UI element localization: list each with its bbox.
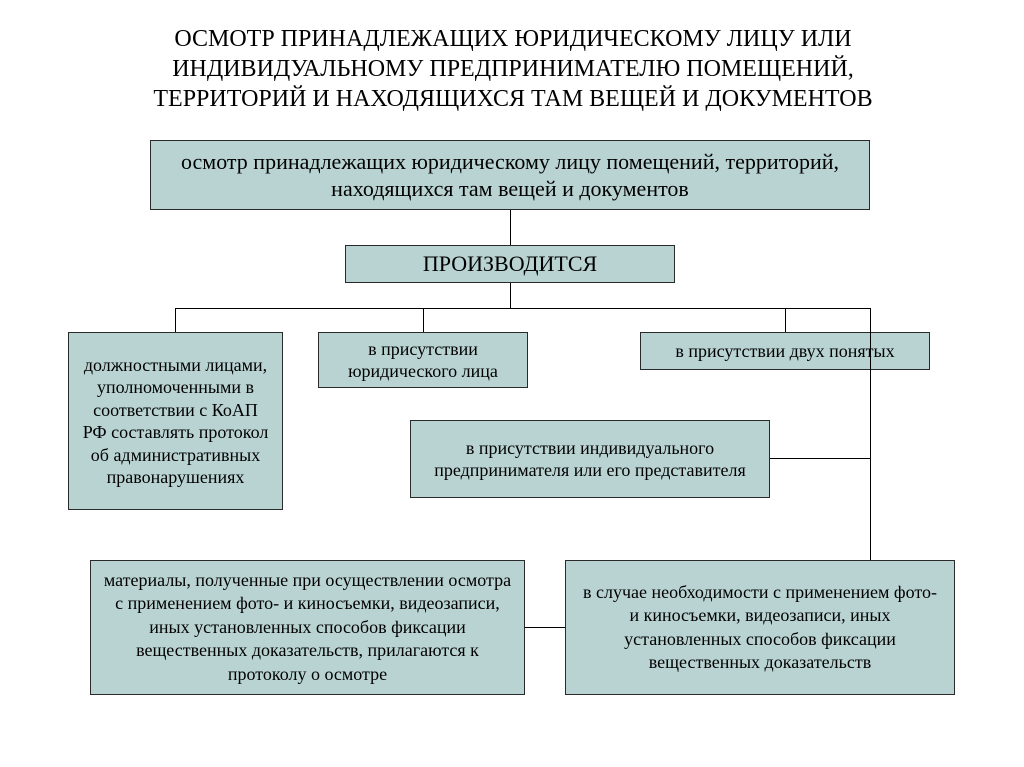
edge bbox=[175, 308, 176, 332]
node-entrepreneur: в присутствии индивидуального предприним… bbox=[410, 420, 770, 498]
edge bbox=[175, 308, 870, 309]
node-recording: в случае необходимости с применением фот… bbox=[565, 560, 955, 695]
edge bbox=[870, 308, 871, 458]
node-label: в присутствии двух понятых bbox=[675, 341, 894, 362]
node-officials: должностными лицами, уполномоченными в с… bbox=[68, 332, 283, 510]
diagram-title: ОСМОТР ПРИНАДЛЕЖАЩИХ ЮРИДИЧЕСКОМУ ЛИЦУ И… bbox=[98, 24, 928, 114]
node-legal-entity: в присутствии юридического лица bbox=[318, 332, 528, 388]
edge bbox=[525, 627, 565, 628]
node-label: в присутствии юридического лица bbox=[329, 338, 517, 383]
edge bbox=[423, 308, 424, 332]
node-label: материалы, полученные при осуществлении … bbox=[101, 569, 514, 686]
node-materials: материалы, полученные при осуществлении … bbox=[90, 560, 525, 695]
node-label: в присутствии индивидуального предприним… bbox=[421, 437, 759, 482]
node-top: осмотр принадлежащих юридическому лицу п… bbox=[150, 140, 870, 210]
node-witnesses: в присутствии двух понятых bbox=[640, 332, 930, 370]
edge bbox=[785, 308, 786, 332]
node-produces: ПРОИЗВОДИТСЯ bbox=[345, 245, 675, 283]
edge bbox=[510, 210, 511, 245]
node-label: должностными лицами, уполномоченными в с… bbox=[79, 354, 272, 489]
edge bbox=[870, 458, 871, 560]
node-label: осмотр принадлежащих юридическому лицу п… bbox=[161, 148, 859, 203]
node-label: в случае необходимости с применением фот… bbox=[576, 581, 944, 675]
edge bbox=[770, 458, 871, 459]
node-label: ПРОИЗВОДИТСЯ bbox=[423, 251, 597, 277]
edge bbox=[510, 283, 511, 308]
